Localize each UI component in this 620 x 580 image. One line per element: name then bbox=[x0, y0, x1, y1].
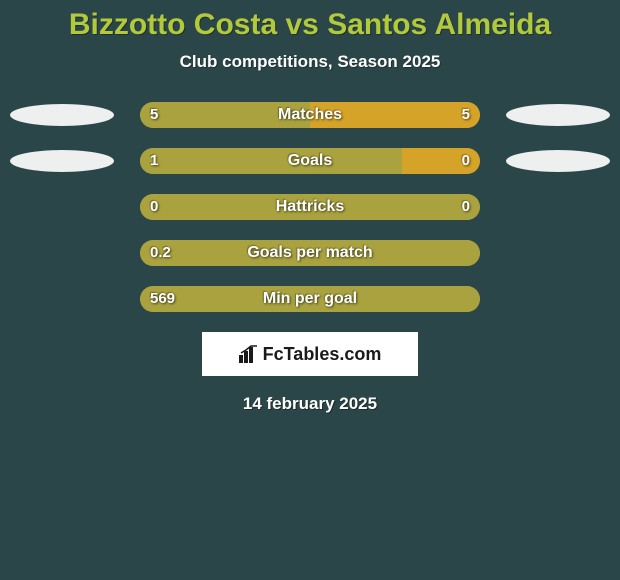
stat-value-right: 0 bbox=[462, 148, 470, 174]
stat-row-hattricks: 0 Hattricks 0 bbox=[0, 194, 620, 220]
brand-text: FcTables.com bbox=[263, 344, 382, 365]
stat-row-matches: 5 Matches 5 bbox=[0, 102, 620, 128]
brand-box: FcTables.com bbox=[202, 332, 418, 376]
page-title: Bizzotto Costa vs Santos Almeida bbox=[0, 0, 620, 42]
stat-row-goals-per-match: 0.2 Goals per match bbox=[0, 240, 620, 266]
stat-value-right: 0 bbox=[462, 194, 470, 220]
stat-metric-label: Goals per match bbox=[140, 240, 480, 266]
player-left-badge bbox=[10, 150, 114, 172]
date-label: 14 february 2025 bbox=[0, 394, 620, 414]
player-right-badge bbox=[506, 150, 610, 172]
stat-row-min-per-goal: 569 Min per goal bbox=[0, 286, 620, 312]
subtitle: Club competitions, Season 2025 bbox=[0, 52, 620, 72]
player-left-badge bbox=[10, 104, 114, 126]
brand-label: FcTables.com bbox=[239, 344, 382, 365]
stat-metric-label: Goals bbox=[140, 148, 480, 174]
comparison-chart: 5 Matches 5 1 Goals 0 0 Hattricks 0 0.2 bbox=[0, 102, 620, 312]
player-right-badge bbox=[506, 104, 610, 126]
chart-icon bbox=[239, 345, 259, 363]
stat-metric-label: Hattricks bbox=[140, 194, 480, 220]
stat-row-goals: 1 Goals 0 bbox=[0, 148, 620, 174]
stat-metric-label: Matches bbox=[140, 102, 480, 128]
stat-metric-label: Min per goal bbox=[140, 286, 480, 312]
stat-value-right: 5 bbox=[462, 102, 470, 128]
